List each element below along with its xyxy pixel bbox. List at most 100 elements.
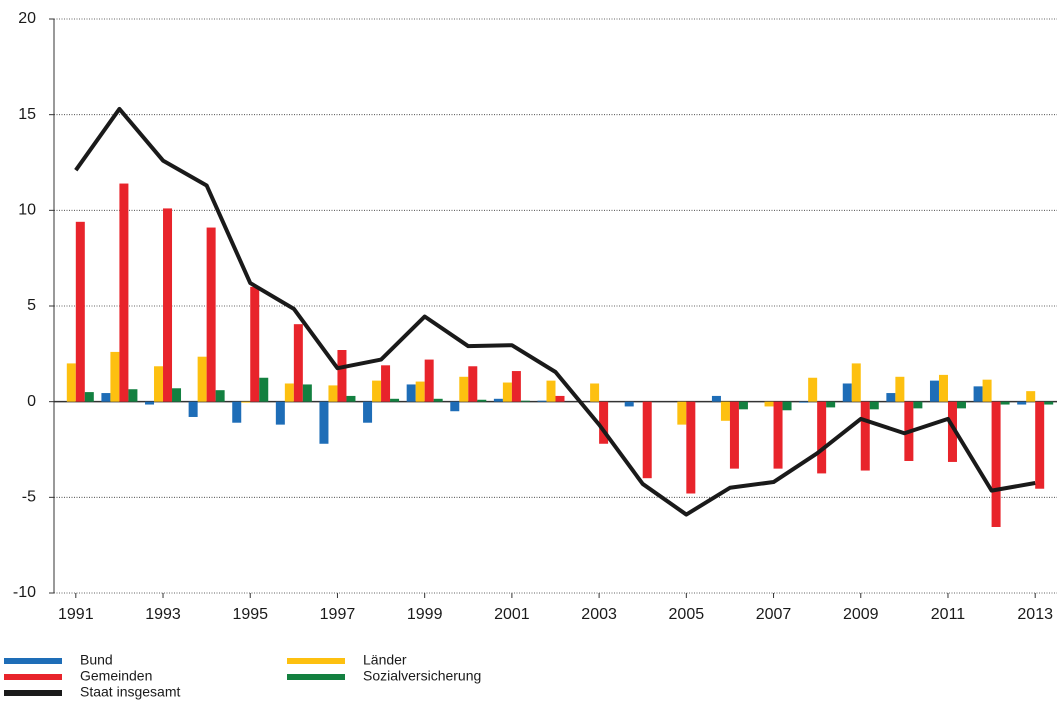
x-tick-label: 1991 <box>58 606 94 623</box>
bar <box>895 376 905 402</box>
bar <box>284 383 294 402</box>
bar <box>415 381 425 402</box>
bar <box>677 401 687 425</box>
bar <box>1017 401 1027 405</box>
y-tick-label: -10 <box>13 584 36 601</box>
bar <box>119 183 129 402</box>
legend-swatch <box>4 690 62 696</box>
y-tick-label: 10 <box>18 202 36 219</box>
bar <box>250 286 260 402</box>
bar <box>956 401 966 409</box>
bar <box>319 401 329 444</box>
x-tick-label: 2003 <box>581 606 617 623</box>
x-tick-label: 2011 <box>931 606 966 623</box>
bar <box>686 401 696 494</box>
bar <box>215 390 225 402</box>
bar <box>390 398 400 402</box>
x-tick-label: 1993 <box>145 606 181 623</box>
bar <box>433 398 443 402</box>
bar <box>590 383 600 402</box>
bar <box>232 401 242 423</box>
bar <box>241 401 251 403</box>
bar <box>372 380 382 402</box>
bar <box>555 395 565 402</box>
bar <box>913 401 923 409</box>
bar <box>110 351 120 402</box>
x-tick-label: 1995 <box>232 606 268 623</box>
bar <box>738 401 748 410</box>
legend-swatch <box>4 674 62 680</box>
bar <box>773 401 783 469</box>
line <box>74 106 1036 517</box>
bar <box>259 377 269 402</box>
y-tick-label: 20 <box>18 10 36 27</box>
bar <box>275 401 285 425</box>
bar <box>477 399 487 402</box>
bar <box>886 393 896 402</box>
bar <box>468 366 478 402</box>
bar <box>1044 401 1054 405</box>
bar <box>154 366 164 402</box>
legend-label: Gemeinden <box>80 668 152 684</box>
bar <box>459 376 469 402</box>
bar <box>66 363 76 402</box>
bar <box>293 324 303 402</box>
x-tick-label: 1997 <box>320 606 356 623</box>
bar <box>599 401 609 444</box>
bar <box>172 388 182 402</box>
bar <box>546 380 556 402</box>
bar <box>808 377 818 402</box>
bar <box>424 359 434 402</box>
x-tick-label: 2005 <box>669 606 705 623</box>
bar <box>101 393 111 402</box>
x-tick-label: 2013 <box>1017 606 1053 623</box>
bar <box>826 401 836 408</box>
x-tick-label: 2001 <box>494 606 530 623</box>
bar <box>729 401 739 469</box>
bar <box>624 401 634 407</box>
legend-swatch <box>4 658 62 664</box>
x-tick-label: 2009 <box>843 606 879 623</box>
bar <box>450 401 460 412</box>
x-tick-label: 1999 <box>407 606 443 623</box>
bar <box>869 401 879 410</box>
bar <box>328 385 338 402</box>
bar <box>991 401 1001 527</box>
legend-label: Länder <box>363 652 407 668</box>
x-tick-label: 2007 <box>756 606 792 623</box>
bar <box>493 398 503 402</box>
bar <box>502 382 512 402</box>
y-tick-label: 5 <box>27 297 36 314</box>
bar <box>302 384 312 402</box>
bar <box>720 401 730 421</box>
bar <box>1000 401 1010 405</box>
bar <box>145 401 155 405</box>
legend-label: Bund <box>80 652 113 668</box>
bar <box>537 400 547 402</box>
bar <box>860 401 870 471</box>
bar <box>406 384 416 402</box>
legend-swatch <box>287 674 345 680</box>
bar <box>206 227 216 402</box>
y-tick-label: 15 <box>18 106 36 123</box>
bar <box>642 401 652 479</box>
bar <box>197 356 207 402</box>
bar <box>851 363 861 402</box>
bar <box>1035 401 1045 489</box>
bar <box>520 400 530 402</box>
bar <box>346 395 356 402</box>
bar <box>163 208 173 402</box>
bar <box>982 379 992 402</box>
bar <box>75 221 85 402</box>
bar <box>782 401 792 411</box>
y-tick-label: 0 <box>27 393 36 410</box>
bar <box>128 389 138 402</box>
bar <box>973 386 983 402</box>
legend-swatch <box>287 658 345 664</box>
legend-label: Staat insgesamt <box>80 684 180 700</box>
bar <box>947 401 957 462</box>
bar <box>84 392 94 402</box>
bar <box>188 401 198 417</box>
bar <box>799 401 809 403</box>
